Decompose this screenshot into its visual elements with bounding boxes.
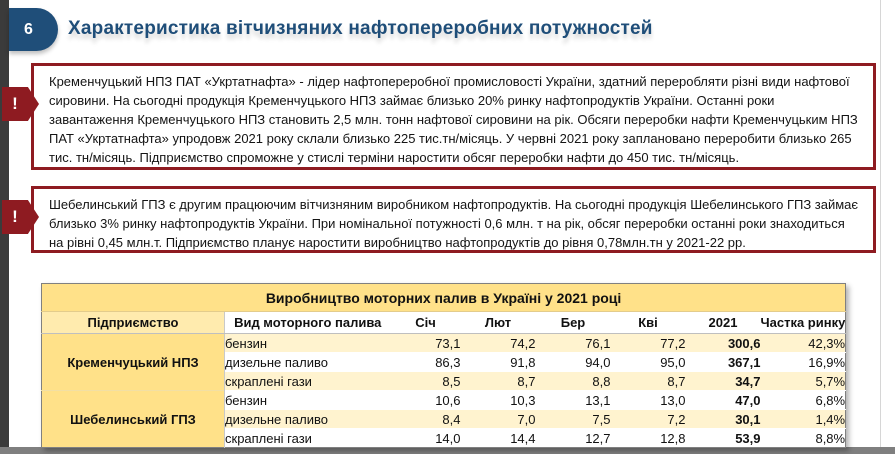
fuel-cell: бензин — [224, 333, 391, 353]
value-cell: 8,5 — [390, 371, 461, 391]
value-cell: 13,0 — [610, 390, 686, 410]
share-cell: 1,4% — [760, 409, 846, 429]
table-row: скраплені гази 14,0 14,4 12,7 12,8 53,9 … — [42, 428, 846, 448]
table-header-row: Підприємство Вид моторного палива Січ Лю… — [41, 311, 846, 334]
total-cell: 47,0 — [685, 390, 761, 410]
col-header-market-share: Частка ринку — [760, 311, 846, 334]
value-cell: 14,0 — [390, 428, 461, 448]
value-cell: 73,1 — [390, 333, 461, 353]
value-cell: 94,0 — [535, 352, 611, 372]
total-cell: 300,6 — [685, 333, 761, 353]
value-cell: 86,3 — [390, 352, 461, 372]
value-cell: 12,7 — [535, 428, 611, 448]
total-cell: 367,1 — [685, 352, 761, 372]
bottom-gray-bar — [0, 447, 895, 454]
table-row: дизельне паливо 86,3 91,8 94,0 95,0 367,… — [42, 352, 846, 372]
value-cell: 77,2 — [610, 333, 686, 353]
fuel-cell: дизельне паливо — [224, 409, 391, 429]
value-cell: 91,8 — [460, 352, 536, 372]
slide-number-badge: 6 — [9, 8, 58, 51]
fuel-cell: дизельне паливо — [224, 352, 391, 372]
value-cell: 8,8 — [535, 371, 611, 391]
table-row: Шебелинський ГПЗ бензин 10,6 10,3 13,1 1… — [41, 390, 846, 448]
alert-text: Кременчуцький НПЗ ПАТ «Укртатнафта» - лі… — [49, 74, 858, 165]
value-cell: 7,2 — [610, 409, 686, 429]
col-header-fuel-type: Вид моторного палива — [224, 311, 391, 334]
col-header-apr: Кві — [610, 311, 686, 334]
col-header-2021: 2021 — [685, 311, 761, 334]
col-header-mar: Бер — [535, 311, 611, 334]
fuel-cell: бензин — [224, 390, 391, 410]
value-cell: 95,0 — [610, 352, 686, 372]
col-header-jan: Січ — [390, 311, 461, 334]
table-row: дизельне паливо 8,4 7,0 7,5 7,2 30,1 1,4… — [42, 409, 846, 429]
value-cell: 8,7 — [610, 371, 686, 391]
value-cell: 10,3 — [460, 390, 536, 410]
fuel-cell: скраплені гази — [224, 371, 391, 391]
fuel-cell: скраплені гази — [224, 428, 391, 448]
table-row: скраплені гази 8,5 8,7 8,8 8,7 34,7 5,7% — [42, 371, 846, 391]
exclamation-glyph: ! — [12, 94, 18, 113]
alert-box-kremenchuk: Кременчуцький НПЗ ПАТ «Укртатнафта» - лі… — [31, 63, 876, 170]
share-cell: 16,9% — [760, 352, 846, 372]
page-title: Характеристика вітчизняних нафтопереробн… — [68, 18, 653, 39]
share-cell: 8,8% — [760, 428, 846, 448]
value-cell: 8,7 — [460, 371, 536, 391]
company-cell: Кременчуцький НПЗ — [41, 333, 225, 391]
table-title: Виробництво моторних палив в Україні у 2… — [41, 283, 846, 312]
value-cell: 12,8 — [610, 428, 686, 448]
value-cell: 76,1 — [535, 333, 611, 353]
value-cell: 8,4 — [390, 409, 461, 429]
total-cell: 53,9 — [685, 428, 761, 448]
share-cell: 42,3% — [760, 333, 846, 353]
share-cell: 5,7% — [760, 371, 846, 391]
value-cell: 13,1 — [535, 390, 611, 410]
value-cell: 14,4 — [460, 428, 536, 448]
col-header-feb: Лют — [460, 311, 536, 334]
alert-text: Шебелинський ГПЗ є другим працюючим вітч… — [49, 197, 859, 250]
value-cell: 74,2 — [460, 333, 536, 353]
exclamation-glyph: ! — [12, 207, 18, 226]
total-cell: 34,7 — [685, 371, 761, 391]
fuel-production-table: Виробництво моторних палив в Україні у 2… — [41, 283, 847, 448]
fuel-production-table-wrap: Виробництво моторних палив в Україні у 2… — [41, 283, 847, 448]
company-cell: Шебелинський ГПЗ — [41, 390, 225, 448]
right-edge-line — [880, 0, 881, 447]
alert-box-shebelynka: Шебелинський ГПЗ є другим працюючим вітч… — [31, 186, 876, 253]
table-title-row: Виробництво моторних палив в Україні у 2… — [41, 283, 846, 312]
value-cell: 7,0 — [460, 409, 536, 429]
total-cell: 30,1 — [685, 409, 761, 429]
col-header-company: Підприємство — [41, 311, 225, 334]
table-row: Кременчуцький НПЗ бензин 73,1 74,2 76,1 … — [41, 333, 846, 391]
share-cell: 6,8% — [760, 390, 846, 410]
value-cell: 10,6 — [390, 390, 461, 410]
value-cell: 7,5 — [535, 409, 611, 429]
